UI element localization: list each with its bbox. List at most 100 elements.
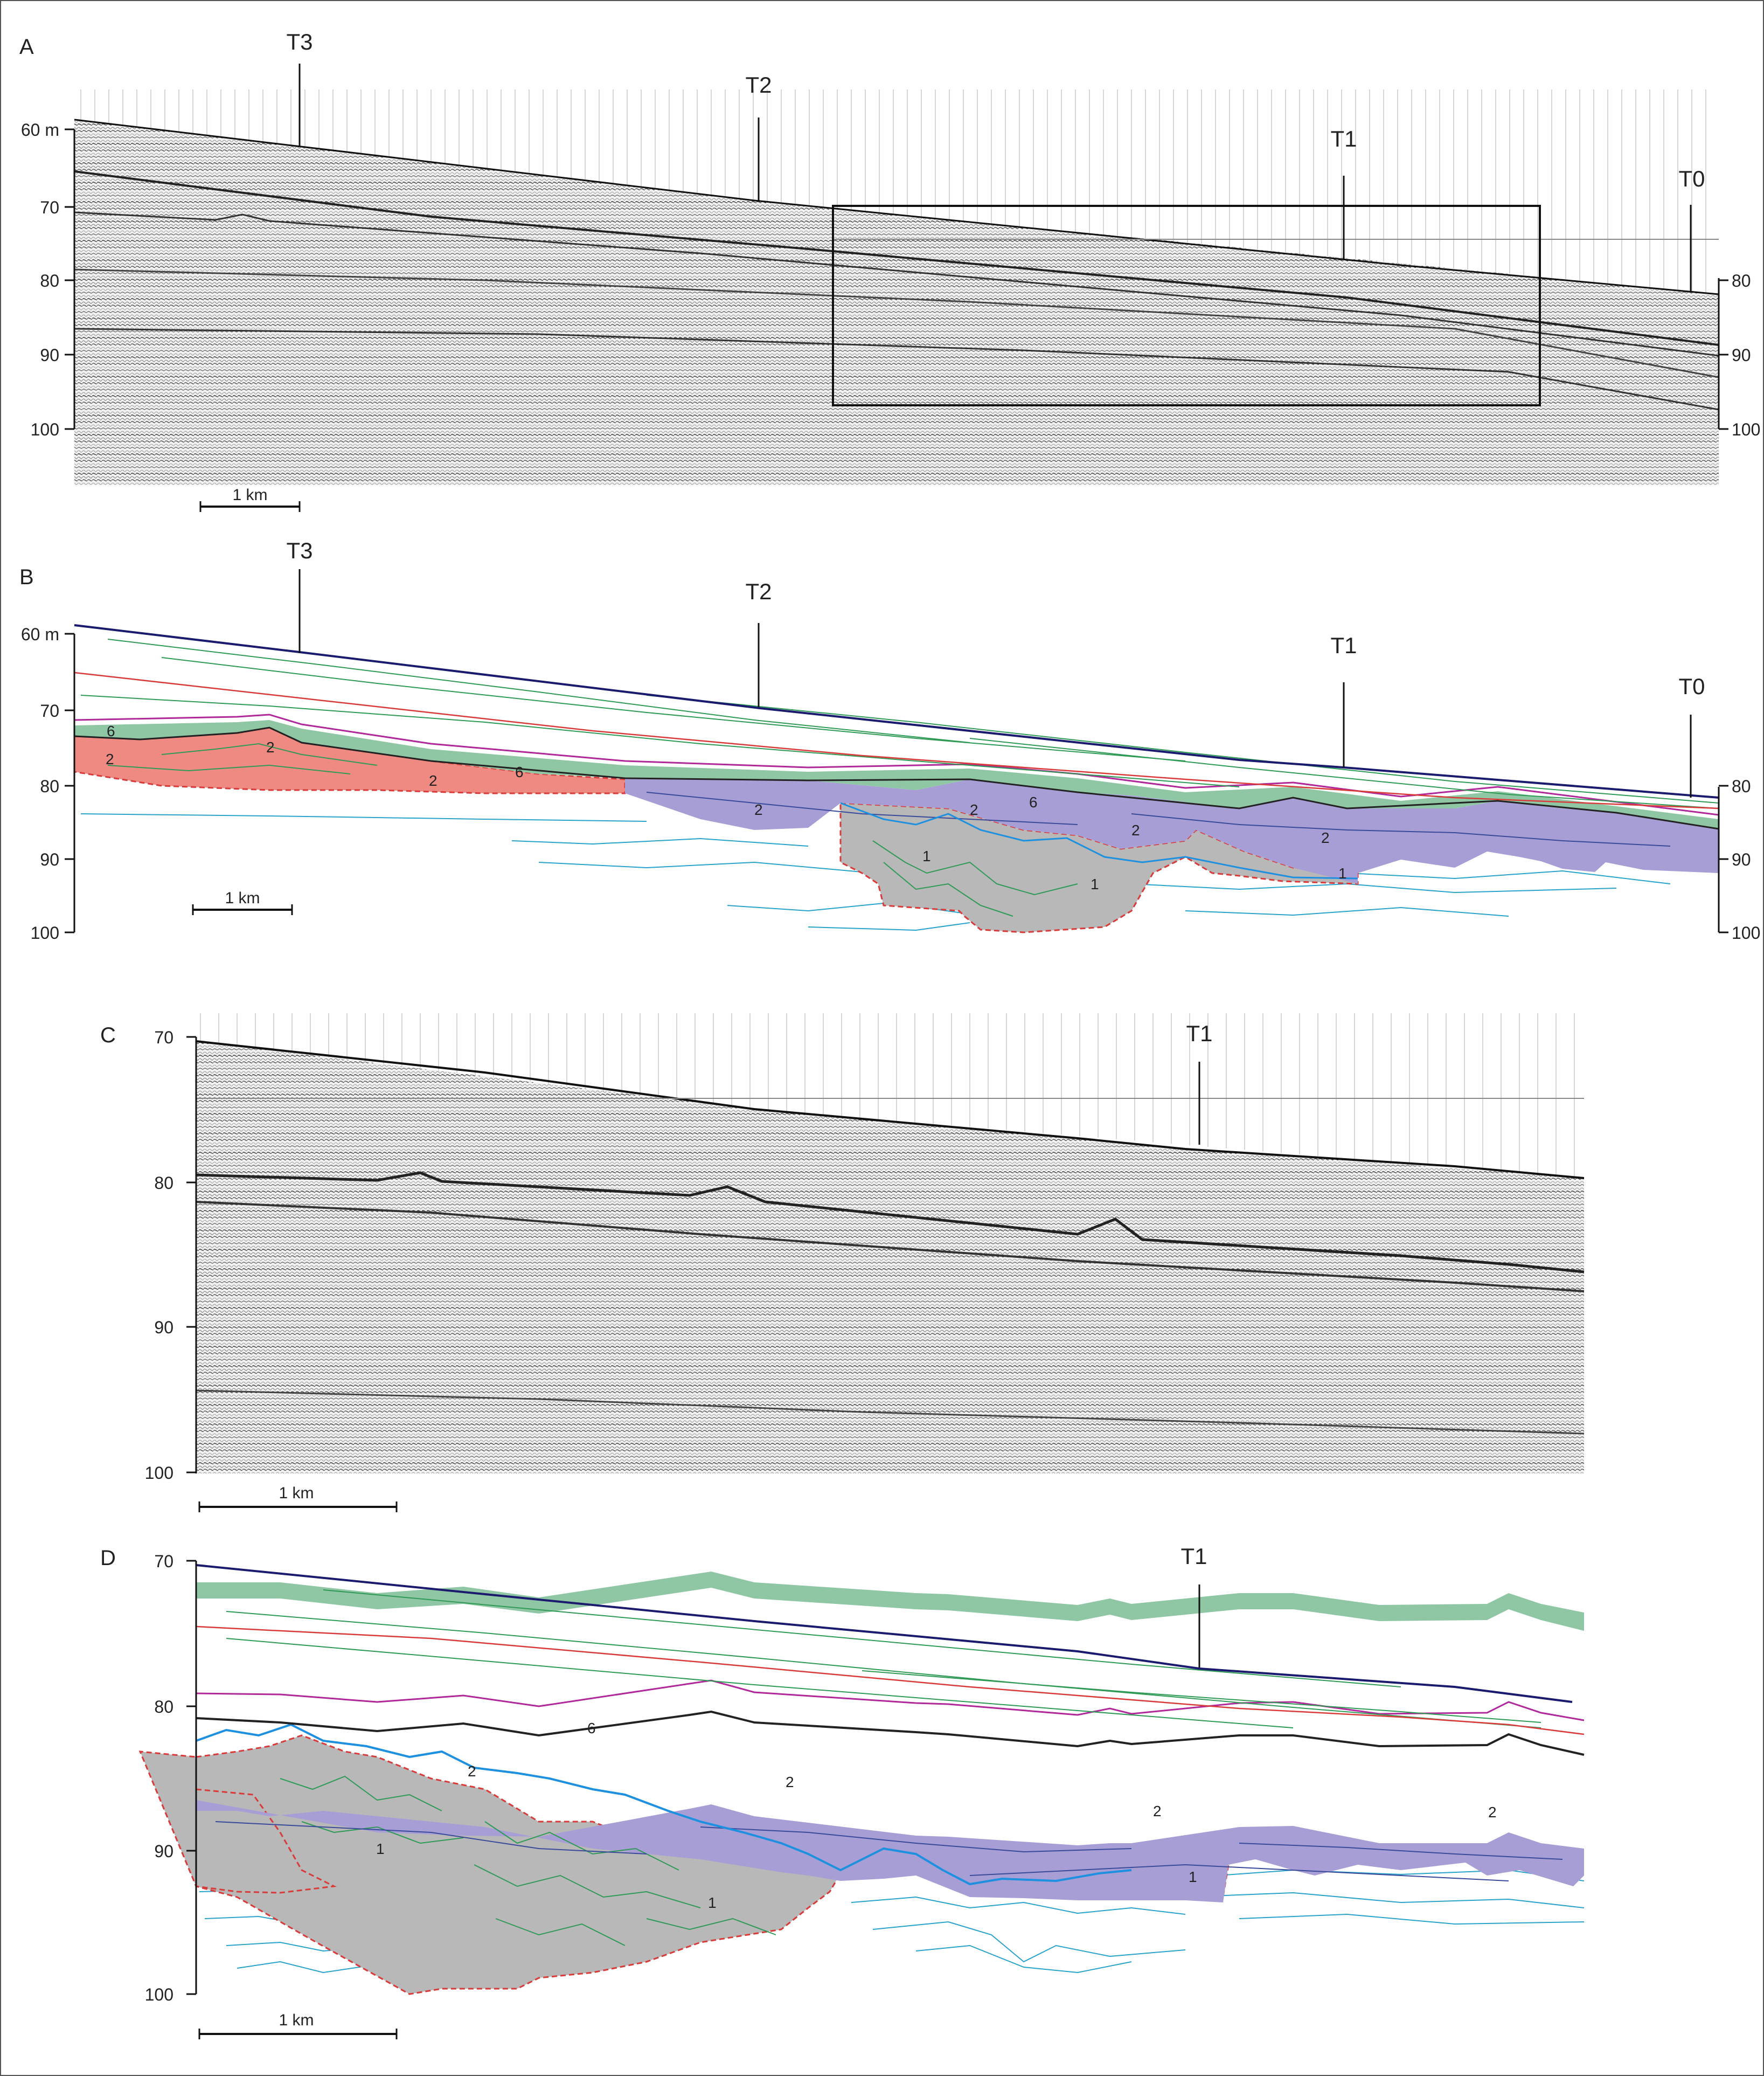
panel-d: D	[100, 1544, 1585, 2039]
b-unit-label: 6	[107, 723, 115, 739]
b-blue-reflector	[646, 792, 1078, 825]
b-depth-label-90: 90	[40, 850, 59, 869]
c-depth-label-80: 80	[154, 1173, 173, 1193]
a-strong-reflector	[74, 170, 1719, 346]
d-blue-reflector	[700, 1826, 1132, 1853]
d-cyan-reflector	[1239, 1913, 1585, 1925]
d-green-horizon	[226, 1611, 1541, 1728]
a-depth-label-70: 70	[40, 198, 59, 217]
d-depth-ticks: 70 80 90 100	[145, 1552, 196, 2004]
d-unit6-base-horizon	[196, 1710, 1585, 1756]
b-unit-label: 6	[1029, 794, 1038, 811]
b-cyan-reflector	[1131, 883, 1617, 894]
d-unit-2	[196, 1800, 1584, 1902]
d-green-horizons	[226, 1589, 1541, 1728]
d-blue-reflector	[1239, 1843, 1563, 1860]
d-green-reflector	[474, 1864, 701, 1908]
a-trace-t3-label: T3	[286, 29, 312, 54]
panel-b: B	[19, 538, 1760, 943]
b-unit2-reflectors	[646, 792, 1671, 847]
d-unit-label: 2	[786, 1774, 794, 1790]
d-unit-label: 2	[1153, 1803, 1162, 1819]
b-cyan-reflector	[1346, 870, 1671, 884]
b-green-horizon	[646, 695, 1719, 804]
d-unit-label: 1	[1189, 1869, 1197, 1885]
b-depth-label-60: 60 m	[21, 625, 59, 644]
b-green-reflector	[107, 764, 351, 774]
b-unit-label: 2	[970, 801, 978, 818]
b-right-label-80: 80	[1732, 777, 1751, 796]
a-right-label-100: 100	[1732, 420, 1760, 439]
b-green-horizon	[107, 639, 970, 743]
c-depth-ticks: 70 80 90 100	[145, 1028, 196, 1483]
b-depth-label-100: 100	[31, 923, 59, 943]
d-depth-label-80: 80	[154, 1697, 173, 1717]
b-unit6-base-horizon	[74, 726, 1719, 830]
a-trace-t1-label: T1	[1330, 126, 1357, 151]
a-depth-ticks: 60 m 70 80 90 100 80 90 100	[21, 120, 1761, 439]
a-scale-bar: 1 km	[199, 486, 301, 512]
a-right-label-80: 80	[1732, 271, 1751, 290]
panel-c-label: C	[100, 1023, 116, 1047]
d-green-reflector	[495, 1918, 626, 1946]
a-seismic-section	[74, 120, 1719, 485]
a-depth-label-80: 80	[40, 271, 59, 290]
b-green-reflector	[161, 743, 378, 766]
panel-b-label: B	[19, 565, 34, 589]
panel-a: A 60 m 70 80 90 100 80 90 100	[19, 29, 1760, 512]
a-strong-reflector-4	[74, 328, 1719, 411]
a-depth-label-60: 60 m	[21, 120, 59, 140]
panel-c: C 70 80 90 100 T1 1 km	[100, 1013, 1585, 1512]
c-seismic-section	[196, 1041, 1584, 1473]
d-green-reflector	[484, 1821, 679, 1871]
b-internal-reflectors	[107, 743, 1078, 917]
d-trace-t1-label: T1	[1180, 1544, 1207, 1569]
d-cyan-reflector	[237, 1961, 367, 1974]
d-trace-markers: T1	[1180, 1544, 1207, 1667]
c-seafloor-reflector	[196, 1040, 1585, 1179]
b-trace-t2-label: T2	[745, 579, 772, 604]
c-trace-tick-marks	[200, 1013, 1575, 1178]
c-strong-reflector-1	[196, 1171, 1585, 1274]
a-strong-reflector-3	[74, 268, 1719, 378]
b-unit-label: 2	[106, 751, 114, 767]
d-unit-label: 1	[376, 1840, 385, 1857]
b-depth-label-70: 70	[40, 701, 59, 721]
a-trace-tick-marks	[80, 89, 1706, 293]
panel-d-label: D	[100, 1546, 116, 1570]
d-green-horizon	[862, 1670, 1541, 1723]
d-unit-label: 2	[468, 1763, 476, 1780]
b-unit-label: 2	[1131, 822, 1140, 839]
d-green-horizon	[226, 1638, 1294, 1728]
d-red-horizon	[196, 1625, 1585, 1735]
d-blue-reflector	[215, 1821, 647, 1854]
d-unit-label: 1	[708, 1894, 717, 1911]
d-unit-1-left-edge	[195, 1788, 337, 1894]
b-green-horizon	[80, 695, 1240, 787]
b-cyan-reflector	[538, 861, 863, 873]
d-depth-label-90: 90	[154, 1842, 173, 1861]
d-cyan-reflector	[915, 1944, 1132, 1974]
a-right-label-90: 90	[1732, 345, 1751, 365]
panel-a-label: A	[19, 35, 34, 59]
c-scale-label: 1 km	[279, 1484, 314, 1502]
b-green-horizon	[969, 738, 1719, 809]
d-top-magenta-horizon	[196, 1679, 1585, 1721]
b-right-label-90: 90	[1732, 850, 1751, 869]
a-depth-label-100: 100	[31, 420, 59, 439]
a-inset-box	[832, 205, 1541, 406]
b-right-label-100: 100	[1732, 923, 1760, 943]
b-cyan-reflector	[511, 838, 809, 847]
a-depth-label-90: 90	[40, 345, 59, 365]
b-unit-label: 1	[1091, 876, 1099, 892]
b-trace-t1-label: T1	[1330, 633, 1357, 658]
c-depth-label-90: 90	[154, 1318, 173, 1337]
d-cyan-reflector	[851, 1896, 1186, 1915]
d-unit1-reflectors	[280, 1775, 776, 1946]
b-depth-label-80: 80	[40, 777, 59, 796]
d-unit-6	[196, 1572, 1584, 1631]
c-trace-t1-label: T1	[1186, 1021, 1212, 1046]
b-unit-label: 1	[1338, 865, 1347, 882]
